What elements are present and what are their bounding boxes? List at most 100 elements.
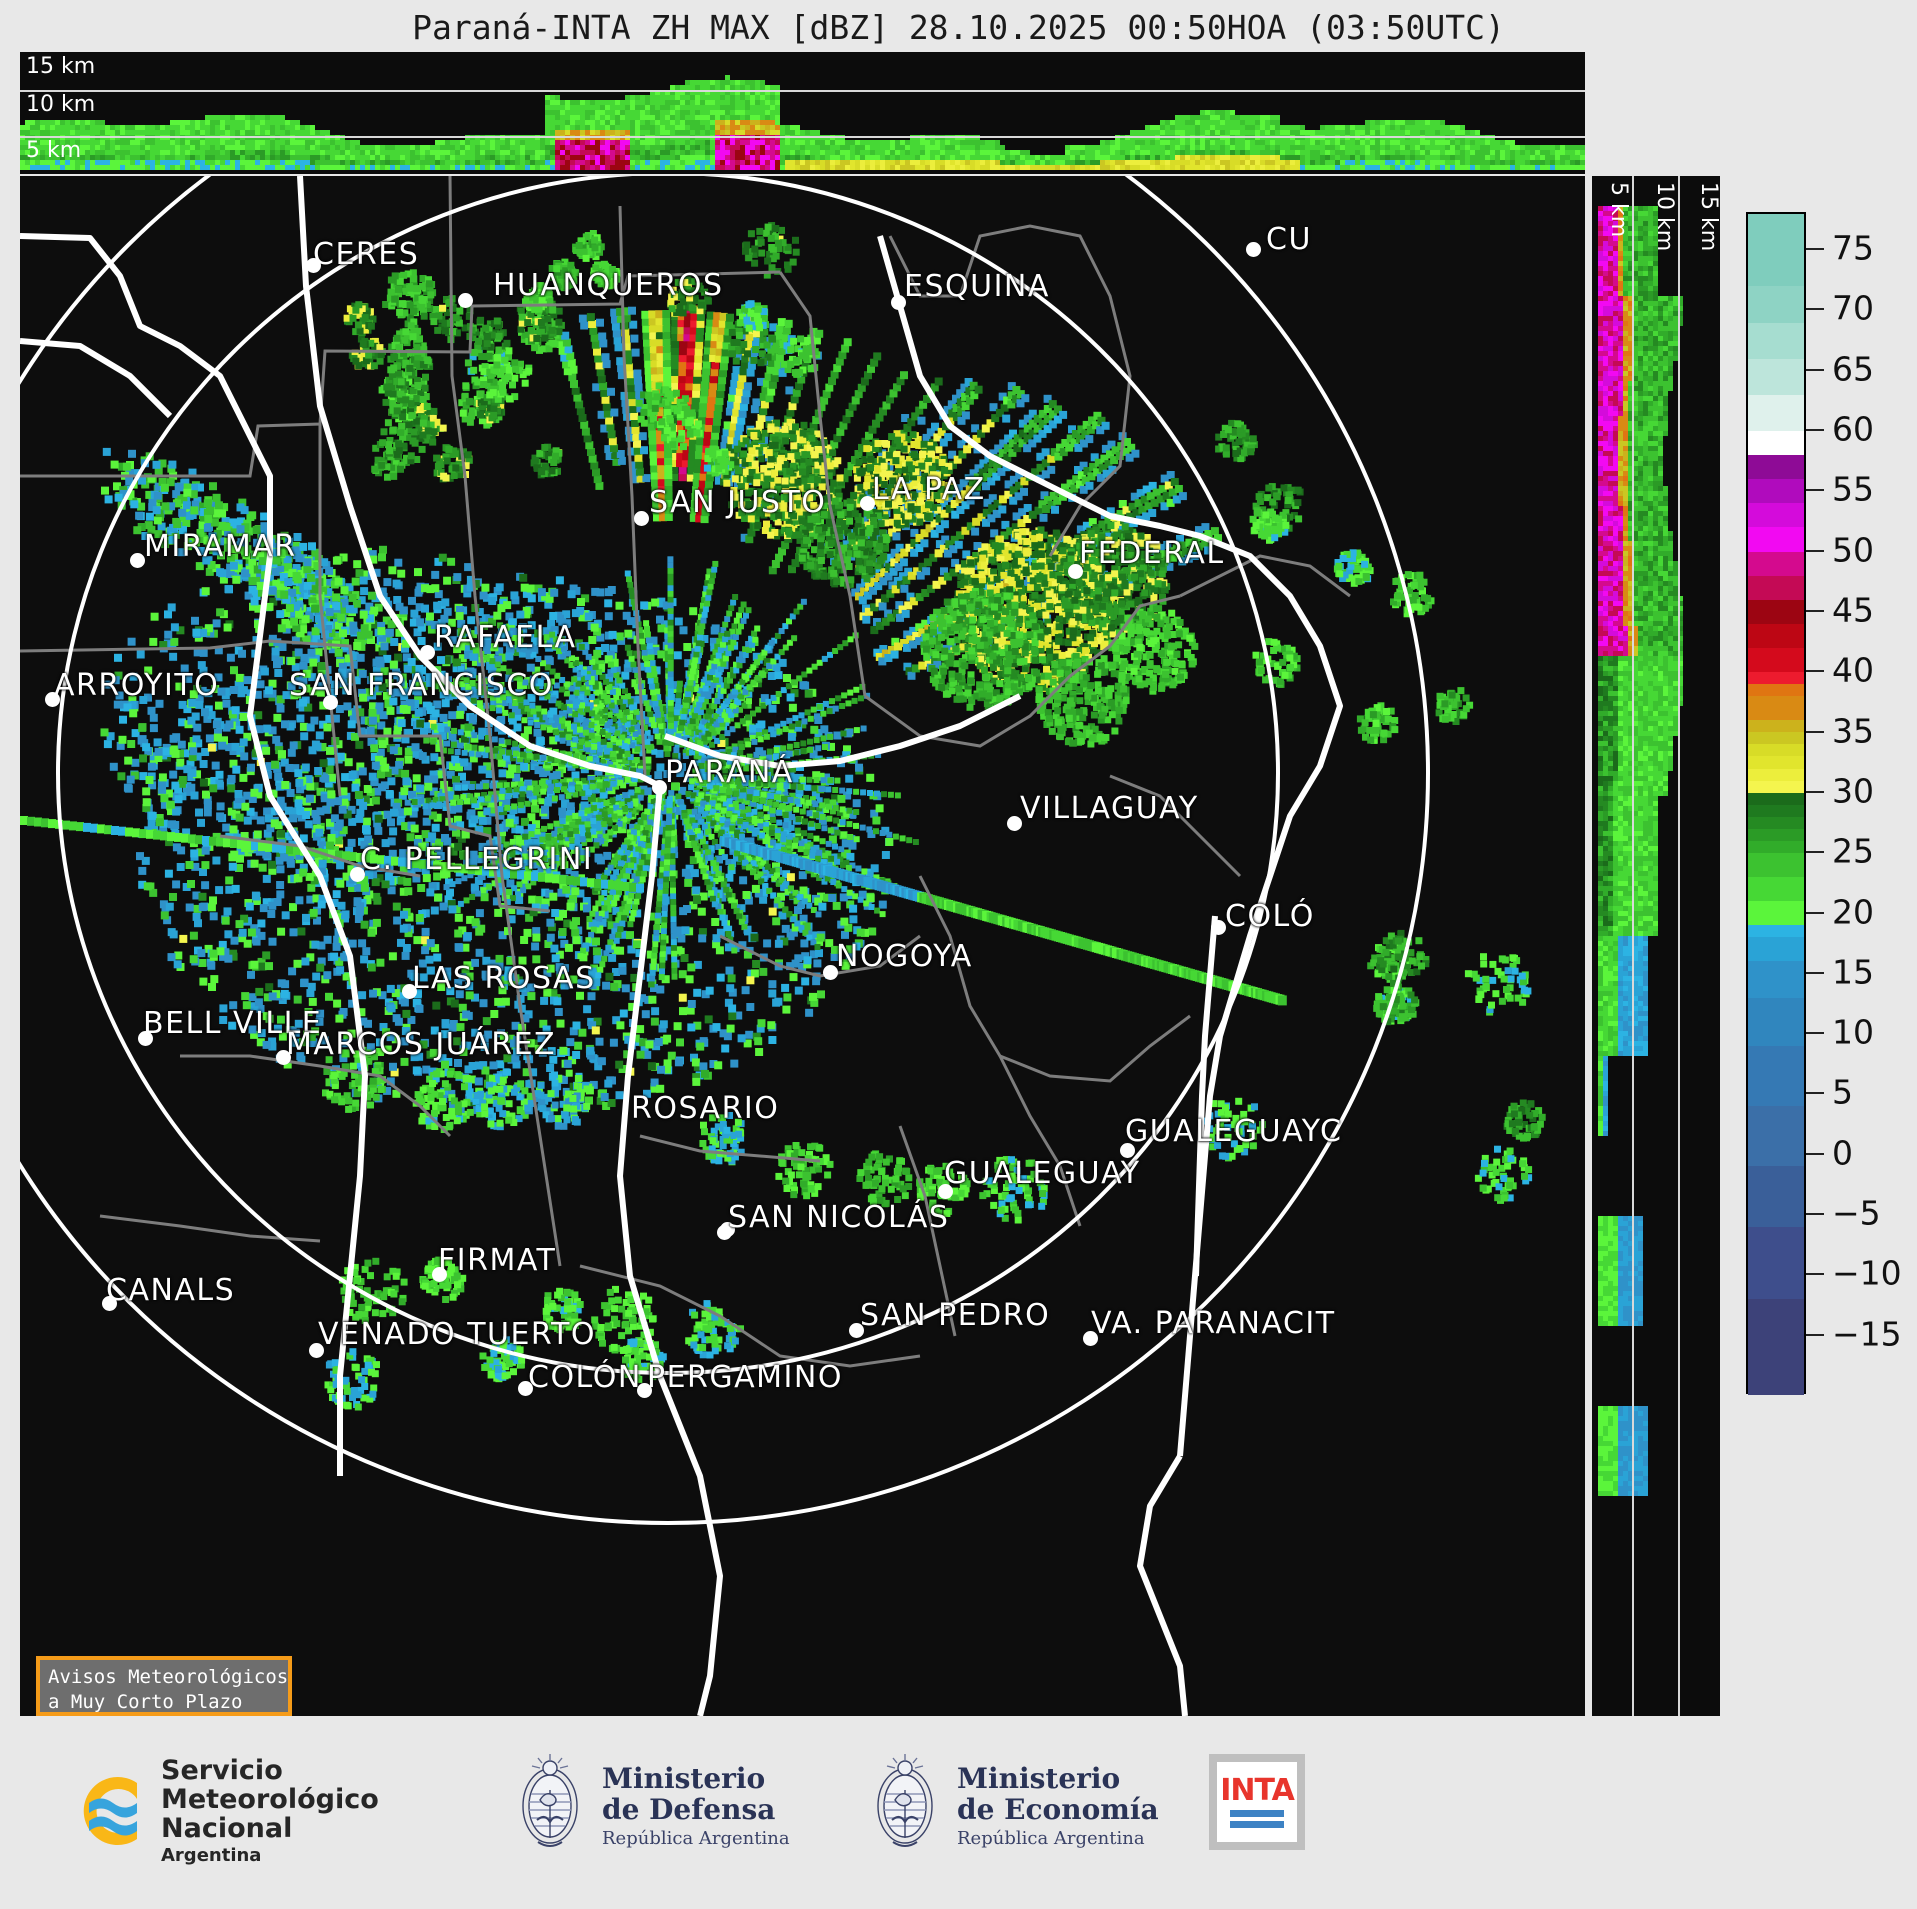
city-marker-ceres [306,258,321,273]
colorbar-segment-32 [1748,901,1804,926]
city-marker-bell-ville [138,1031,153,1046]
city-marker-cu [1246,242,1261,257]
smn-mark-icon [55,1763,151,1859]
footer-logos: Servicio Meteorológico Nacional Argentin… [0,1726,1917,1909]
colorbar-segment-22 [1748,756,1804,769]
colorbar-segment-30 [1748,852,1804,877]
city-label-gualeguayc: GUALEGUAYC [1125,1114,1342,1149]
colorbar-segment-41 [1748,1298,1804,1396]
xsec-right-label-15km: 15 km [1696,182,1720,251]
cross-section-right-echoes [1598,206,1683,1496]
colorbar-tick-4 [1806,489,1824,492]
colorbar-segment-20 [1748,732,1804,745]
city-label-ceres: CERES [313,237,419,272]
city-marker-c-pellegrini [350,867,365,882]
economia-line-2: de Economía [957,1794,1159,1825]
smn-line-2: Meteorológico [161,1785,379,1814]
colorbar-segment-27 [1748,816,1804,829]
city-label-rosario: ROSARIO [631,1091,779,1126]
colorbar-segment-6 [1748,431,1804,456]
colorbar-tick-9 [1806,790,1824,793]
colorbar-tick-label-8: 35 [1832,711,1874,750]
radar-range-rings [20,176,1430,1525]
colorbar-tick-label-9: 30 [1832,771,1874,810]
economia-logo: Ministerio de Economía República Argenti… [865,1754,1159,1858]
city-label-marcos-ju-rez: MARCOS JUÁREZ [286,1027,556,1062]
city-label-venado-tuerto: VENADO TUERTO [318,1317,596,1352]
cross-section-top-echoes [20,75,1585,170]
colorbar-segment-18 [1748,696,1804,721]
xsec-top-label-15km: 15 km [26,54,95,79]
colorbar-tick-15 [1806,1152,1824,1155]
city-label-la-paz: LA PAZ [872,472,986,507]
city-label-col-n: COLÓN [528,1360,642,1395]
colorbar-segment-36 [1748,997,1804,1046]
city-marker-san-nicol-s [717,1225,732,1240]
colorbar-tick-label-15: 0 [1832,1133,1853,1172]
xsec-top-label-5km: 5 km [26,138,81,163]
radar-map-panel[interactable]: CERES HUANQUEROS ESQUINA CU MIRAMAR SAN JUSTO… [20,176,1585,1716]
defensa-line-3: República Argentina [602,1828,790,1849]
colorbar-tick-14 [1806,1092,1824,1095]
city-label-c-pellegrini: C. PELLEGRINI [360,842,593,877]
city-marker-va-paranacit [1083,1331,1098,1346]
colorbar-segment-19 [1748,720,1804,733]
colorbar-segment-39 [1748,1166,1804,1227]
city-label-cu: CU [1266,222,1312,257]
city-marker-paran- [652,780,667,795]
colorbar-tick-label-13: 10 [1832,1013,1874,1052]
colorbar-segment-1 [1748,250,1804,287]
city-marker-las-rosas [402,984,417,999]
city-label-esquina: ESQUINA [904,269,1050,304]
city-label-firmat: FIRMAT [438,1243,556,1278]
colorbar-tick-label-18: −15 [1832,1314,1902,1353]
city-marker-canals [102,1296,117,1311]
colorbar-segment-24 [1748,780,1804,793]
colorbar-tick-18 [1806,1333,1824,1336]
city-label-paran-: PARANÁ [665,755,794,790]
city-marker-esquina [891,295,906,310]
colorbar-segment-15 [1748,648,1804,673]
city-marker-pergamino [637,1383,652,1398]
colorbar-tick-5 [1806,549,1824,552]
city-label-san-pedro: SAN PEDRO [860,1298,1050,1333]
city-marker-gualeguay [938,1184,953,1199]
colorbar-segment-37 [1748,1045,1804,1107]
colorbar-tick-10 [1806,851,1824,854]
colorbar-gradient [1746,212,1806,1396]
colorbar-segment-14 [1748,623,1804,649]
city-label-col-: COLÓ [1225,899,1315,934]
colorbar-tick-0 [1806,248,1824,251]
colorbar-tick-6 [1806,610,1824,613]
colorbar-segment-38 [1748,1106,1804,1167]
warning-legend-box[interactable]: Avisos Meteorológicos a Muy Corto Plazo [36,1656,292,1716]
city-label-gualeguay: GUALEGUAY [944,1156,1141,1191]
city-marker-rafaela [420,645,435,660]
city-label-va-paranacit: VA. PARANACIT [1091,1306,1336,1341]
argentina-shield-icon [510,1754,590,1858]
colorbar-tick-label-14: 5 [1832,1073,1853,1112]
inta-bar-1 [1229,1810,1285,1817]
city-marker-col- [1211,920,1226,935]
city-label-huanqueros: HUANQUEROS [493,268,724,303]
colorbar-segment-7 [1748,455,1804,480]
economia-line-3: República Argentina [957,1828,1159,1849]
city-marker-arroyito [45,692,60,707]
colorbar-segment-4 [1748,358,1804,395]
city-marker-federal [1068,564,1083,579]
city-label-miramar: MIRAMAR [144,529,297,564]
gridline-right-10km [1678,176,1680,1716]
warning-line-1: Avisos Meteorológicos [48,1665,288,1690]
colorbar-segment-25 [1748,792,1804,805]
city-marker-miramar [130,553,145,568]
colorbar-segment-35 [1748,961,1804,998]
city-label-san-nicol-s: SAN NICOLÁS [728,1200,949,1235]
gridline-right-5km [1632,176,1634,1716]
colorbar-tick-16 [1806,1213,1824,1216]
colorbar [1746,212,1806,1396]
city-label-san-justo: SAN JUSTO [649,485,826,520]
colorbar-tick-1 [1806,308,1824,311]
smn-line-4: Argentina [161,1845,379,1866]
city-marker-firmat [432,1267,447,1282]
city-marker-nogoya [823,965,838,980]
